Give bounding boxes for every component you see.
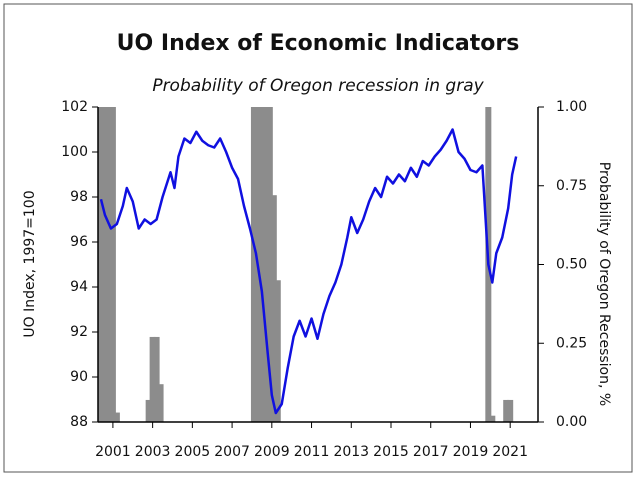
recession-bar bbox=[145, 399, 152, 422]
chart-subtitle: Probability of Oregon recession in gray bbox=[152, 76, 484, 96]
x-tick-label: 2019 bbox=[453, 444, 489, 460]
recession-bar bbox=[507, 399, 514, 422]
y-tick-label: 92 bbox=[70, 324, 88, 340]
x-tick-label: 2001 bbox=[95, 444, 131, 460]
x-tick-label: 2005 bbox=[175, 444, 211, 460]
recession-bar bbox=[97, 107, 104, 422]
x-tick-label: 2015 bbox=[373, 444, 409, 460]
x-tick-label: 2011 bbox=[294, 444, 330, 460]
y-tick-label: 96 bbox=[70, 234, 88, 250]
recession-bar bbox=[274, 280, 281, 422]
y2-tick-label: 1.00 bbox=[556, 99, 587, 115]
recession-bar bbox=[503, 399, 510, 422]
recession-bar bbox=[266, 107, 273, 422]
recession-bar bbox=[113, 412, 120, 422]
y2-tick-label: 0.25 bbox=[556, 335, 587, 351]
x-tick-label: 2013 bbox=[333, 444, 369, 460]
frame bbox=[3, 3, 633, 473]
y2-tick-label: 0.50 bbox=[556, 257, 587, 273]
y2-tick-label: 0.00 bbox=[556, 414, 587, 430]
y-tick-label: 100 bbox=[61, 144, 88, 160]
y2-axis-label: Probability of Oregon Recession, % bbox=[596, 162, 612, 406]
y-tick-label: 102 bbox=[61, 99, 88, 115]
recession-bar bbox=[250, 107, 257, 422]
recession-bar bbox=[109, 107, 116, 422]
x-tick-label: 2021 bbox=[492, 444, 528, 460]
y-tick-label: 88 bbox=[70, 414, 88, 430]
index-line bbox=[99, 128, 518, 415]
recession-bar bbox=[258, 107, 265, 422]
x-tick-label: 2007 bbox=[214, 444, 250, 460]
recession-bar bbox=[262, 107, 269, 422]
x-tick-label: 2017 bbox=[413, 444, 449, 460]
x-tick-label: 2003 bbox=[135, 444, 171, 460]
y-tick-label: 94 bbox=[70, 279, 88, 295]
recession-bar bbox=[153, 336, 160, 422]
recession-bar bbox=[101, 107, 108, 422]
y-axis-label: UO Index, 1997=100 bbox=[22, 190, 38, 337]
recession-bar bbox=[270, 195, 277, 422]
chart-title: UO Index of Economic Indicators bbox=[117, 31, 520, 56]
x-tick-label: 2009 bbox=[254, 444, 290, 460]
y2-tick-label: 0.75 bbox=[556, 178, 587, 194]
recession-bar bbox=[105, 107, 112, 422]
recession-bar bbox=[149, 336, 156, 422]
y-tick-label: 98 bbox=[70, 189, 88, 205]
recession-bar bbox=[489, 415, 496, 422]
y-tick-label: 90 bbox=[70, 369, 88, 385]
recession-bar bbox=[157, 384, 164, 422]
